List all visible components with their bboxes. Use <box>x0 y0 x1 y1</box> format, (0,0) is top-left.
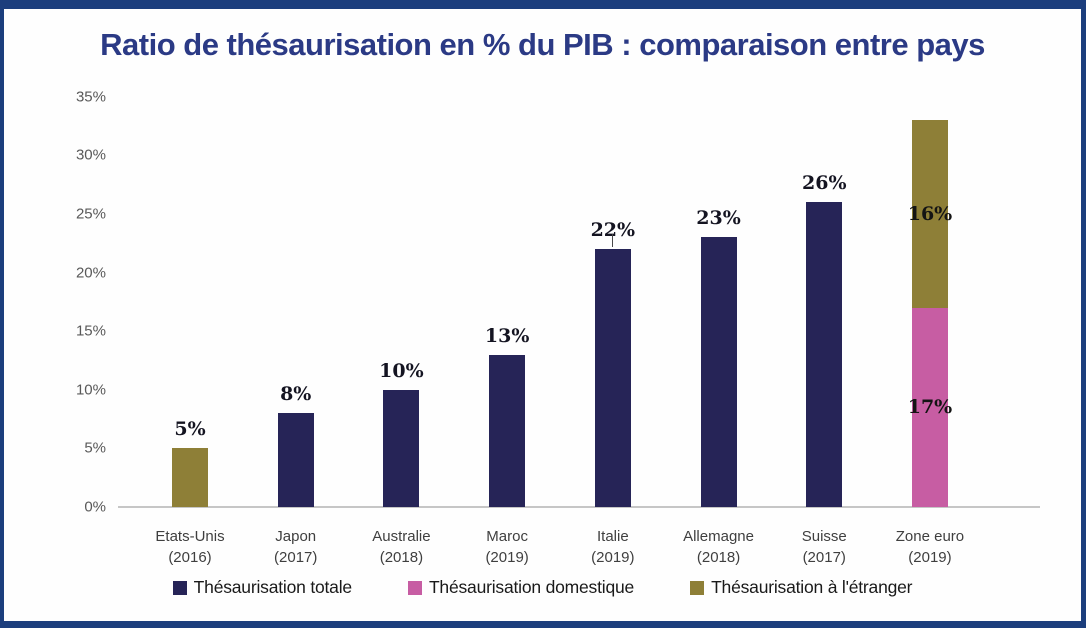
plot-area: 0% 5% 10% 15% 20% 25% 30% 35% 5% 8% 10% 13% 22% 23% 2… <box>4 9 1081 621</box>
bar-segment-etranger <box>911 120 948 308</box>
category-country: Allemagne <box>683 528 754 545</box>
category-country: Australie <box>372 528 431 545</box>
x-axis-category: Suisse (2017) <box>769 526 879 568</box>
x-axis-category: Australie (2018) <box>346 526 456 568</box>
y-tick-label: 30% <box>75 146 106 164</box>
bar-value-label: 8% <box>280 383 312 406</box>
bar-value-label: 5% <box>174 418 206 441</box>
bar-segment-totale <box>489 354 526 507</box>
legend-item: Thésaurisation totale <box>172 577 352 598</box>
y-tick-label: 0% <box>84 498 106 516</box>
label-leader-line <box>612 234 614 248</box>
legend-label: Thésaurisation totale <box>193 577 352 597</box>
bar-segment-domestique <box>911 307 948 507</box>
bar-value-label: 16% <box>907 203 953 225</box>
legend-item: Thésaurisation à l'étranger <box>690 577 913 598</box>
bar-value-label: 10% <box>379 359 424 382</box>
legend-label: Thésaurisation à l'étranger <box>711 577 913 597</box>
legend-swatch-totale <box>172 580 187 595</box>
chart-title: Ratio de thésaurisation en % du PIB : co… <box>100 27 985 62</box>
legend-swatch-etranger <box>690 580 705 595</box>
bar-segment-totale <box>806 202 843 507</box>
category-year: (2017) <box>274 549 318 566</box>
category-year: (2018) <box>379 549 424 566</box>
category-year: (2018) <box>696 549 741 566</box>
y-tick-label: 20% <box>75 264 106 282</box>
category-year: (2019) <box>485 549 529 566</box>
bar-value-label: 26% <box>802 172 847 195</box>
category-country: Suisse <box>801 528 847 545</box>
x-axis-category: Italie (2019) <box>558 526 668 568</box>
category-country: Zone euro <box>895 528 965 545</box>
x-axis-category: Japon (2017) <box>241 526 351 568</box>
legend-swatch-domestique <box>407 580 422 595</box>
category-year: (2017) <box>802 549 846 566</box>
x-axis-category: Etats-Unis (2016) <box>135 526 245 568</box>
y-tick-label: 35% <box>75 88 106 106</box>
bar-segment-totale <box>383 389 420 507</box>
category-year: (2016) <box>168 549 212 566</box>
bar-value-label: 17% <box>907 396 953 419</box>
x-axis-category: Zone euro (2019) <box>875 526 985 568</box>
bar-segment-etranger <box>172 448 208 507</box>
y-tick-label: 15% <box>75 322 106 340</box>
bar-value-label: 22% <box>590 219 636 242</box>
y-tick-label: 10% <box>75 381 106 399</box>
category-country: Etats-Unis <box>155 528 225 545</box>
category-country: Japon <box>275 528 317 545</box>
legend-label: Thésaurisation domestique <box>428 577 635 597</box>
category-country: Italie <box>596 528 629 545</box>
bar-value-label: 13% <box>484 324 530 347</box>
x-axis-category: Allemagne (2018) <box>664 526 774 568</box>
x-axis-category: Maroc (2019) <box>452 526 562 568</box>
y-tick-label: 25% <box>75 205 106 223</box>
legend-item: Thésaurisation domestique <box>407 577 635 598</box>
bar-value-label: 23% <box>696 207 741 230</box>
slide-canvas: Ratio de thésaurisation en % du PIB : co… <box>4 9 1081 621</box>
bar-segment-totale <box>277 413 314 507</box>
category-year: (2019) <box>908 549 952 566</box>
bar-segment-totale <box>594 249 631 507</box>
chart-legend: Thésaurisation totale Thésaurisation dome… <box>4 577 1081 598</box>
category-year: (2019) <box>591 549 635 566</box>
x-axis-line <box>118 506 1040 508</box>
bar-segment-totale <box>700 237 737 507</box>
y-tick-label: 5% <box>84 439 106 457</box>
category-country: Maroc <box>486 528 528 545</box>
